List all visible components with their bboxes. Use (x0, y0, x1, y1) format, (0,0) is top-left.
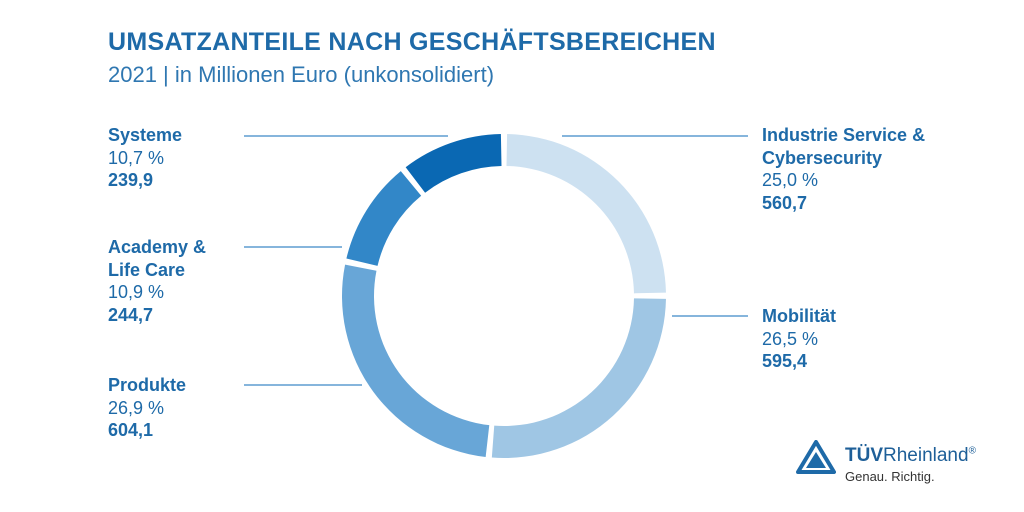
label-name: Produkte (108, 375, 187, 395)
label-percent: 10,7 % (108, 147, 165, 168)
logo-brand-bold: TÜV (845, 445, 883, 466)
chart-subtitle: 2021 | in Millionen Euro (unkonsolidiert… (108, 62, 495, 87)
label-percent: 10,9 % (108, 282, 165, 302)
label-industrie-service: Industrie Service & Cybersecurity 25,0 %… (762, 124, 925, 214)
label-value: 595,4 (762, 351, 808, 371)
donut-slice-4 (405, 134, 502, 193)
label-value: 604,1 (108, 420, 154, 440)
label-name: Mobilität (762, 306, 836, 326)
label-academy-life-care: Academy & Life Care 10,9 % 244,7 (108, 236, 206, 326)
logo-brand: TÜVRheinland® (845, 445, 976, 467)
label-value: 560,7 (762, 192, 808, 213)
label-systeme: Systeme 10,7 % 239,9 (108, 124, 182, 192)
donut-slice-1 (491, 298, 666, 458)
label-name: Systeme (108, 125, 183, 145)
label-percent: 26,9 % (108, 397, 165, 418)
label-percent: 26,5 % (762, 328, 819, 349)
donut-slice-2 (342, 264, 490, 457)
logo-brand-rest: Rheinland (883, 445, 969, 466)
label-value: 244,7 (108, 304, 154, 325)
logo-registered: ® (968, 445, 976, 457)
label-produkte: Produkte 26,9 % 604,1 (108, 374, 186, 442)
logo-wordmark: TÜVRheinland® Genau. Richtig. (845, 445, 976, 484)
label-mobilitaet: Mobilität 26,5 % 595,4 (762, 305, 836, 373)
label-value: 239,9 (108, 170, 154, 190)
label-percent: 25,0 % (762, 170, 819, 190)
chart-title: UMSATZANTEILE NACH GESCHÄFTSBEREICHEN (108, 28, 716, 56)
donut-slice-3 (346, 171, 422, 266)
logo-tagline: Genau. Richtig. (845, 469, 935, 484)
tuev-rheinland-logo-icon (796, 440, 836, 474)
label-name: Life Care (108, 259, 186, 280)
label-name: Academy & (108, 237, 207, 257)
label-name: Cybersecurity (762, 147, 883, 168)
donut-slice-0 (506, 134, 666, 294)
label-name: Industrie Service & (762, 125, 926, 145)
